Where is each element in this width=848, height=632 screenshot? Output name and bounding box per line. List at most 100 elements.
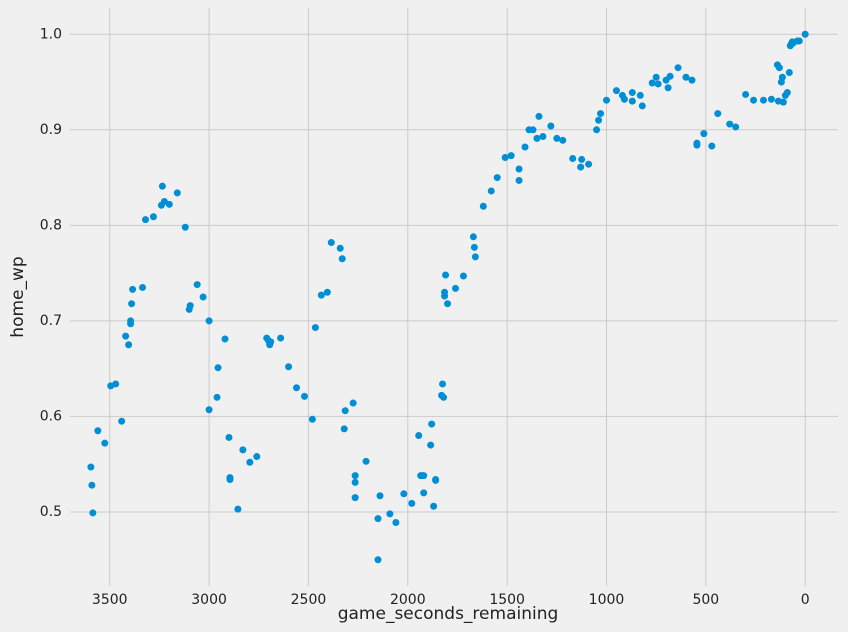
- point: [214, 364, 222, 372]
- point: [638, 102, 646, 110]
- point: [376, 492, 384, 500]
- point: [444, 300, 452, 308]
- point: [553, 134, 561, 142]
- point: [205, 406, 213, 414]
- point: [186, 302, 194, 310]
- point: [593, 126, 601, 134]
- point: [493, 174, 501, 182]
- point: [338, 255, 346, 263]
- point: [700, 130, 708, 138]
- point: [628, 89, 636, 97]
- point: [349, 399, 357, 407]
- point: [674, 64, 682, 72]
- point: [578, 155, 586, 163]
- point: [341, 407, 349, 415]
- point: [158, 182, 166, 190]
- point: [408, 499, 416, 507]
- point: [742, 90, 750, 98]
- point: [693, 139, 701, 147]
- point: [351, 478, 359, 486]
- y-tick-label: 0.5: [40, 504, 62, 520]
- point: [442, 271, 450, 279]
- point: [795, 37, 803, 45]
- point: [620, 95, 628, 103]
- point: [139, 283, 147, 291]
- point: [225, 433, 233, 441]
- point: [128, 300, 136, 308]
- point: [714, 110, 722, 118]
- point: [362, 457, 370, 465]
- point: [779, 98, 787, 106]
- point: [439, 380, 447, 388]
- point: [648, 79, 656, 87]
- point: [732, 123, 740, 131]
- point: [293, 384, 301, 392]
- point: [327, 239, 335, 247]
- point: [515, 176, 523, 184]
- point: [440, 393, 448, 401]
- point: [470, 243, 478, 251]
- point: [654, 80, 662, 88]
- point: [420, 489, 428, 497]
- point: [471, 253, 479, 261]
- point: [451, 284, 459, 292]
- point: [750, 96, 758, 104]
- point: [173, 189, 181, 197]
- point: [213, 393, 221, 401]
- point: [597, 110, 605, 118]
- point: [149, 213, 157, 221]
- point: [507, 152, 515, 160]
- point: [142, 216, 150, 224]
- point: [374, 515, 382, 523]
- point: [285, 363, 293, 371]
- point: [193, 281, 201, 289]
- point: [577, 163, 585, 171]
- point: [469, 233, 477, 241]
- point: [775, 64, 783, 72]
- point: [267, 338, 275, 346]
- point: [427, 441, 435, 449]
- point: [205, 317, 213, 325]
- point: [246, 458, 254, 466]
- point: [430, 502, 438, 510]
- y-tick-label: 1.0: [40, 26, 62, 42]
- point: [726, 120, 734, 128]
- point: [569, 154, 577, 162]
- point: [88, 481, 96, 489]
- point: [636, 91, 644, 99]
- point: [127, 320, 135, 328]
- point: [533, 134, 541, 142]
- point: [392, 518, 400, 526]
- point: [487, 187, 495, 195]
- point: [181, 223, 189, 231]
- y-tick-label: 0.9: [40, 122, 62, 138]
- point: [300, 392, 308, 400]
- point: [94, 427, 102, 435]
- point: [479, 202, 487, 210]
- point: [585, 160, 593, 168]
- point: [317, 291, 325, 299]
- point: [628, 97, 636, 105]
- point: [612, 87, 620, 95]
- point: [101, 439, 109, 447]
- x-tick-label: 1000: [589, 592, 625, 608]
- point: [515, 165, 523, 173]
- point: [547, 122, 555, 130]
- point: [165, 200, 173, 208]
- point: [441, 292, 449, 300]
- point: [89, 509, 97, 517]
- x-tick-label: 3500: [92, 592, 128, 608]
- point: [415, 432, 423, 440]
- point: [759, 96, 767, 104]
- y-tick-label: 0.8: [40, 217, 62, 233]
- point: [239, 446, 247, 454]
- point: [323, 288, 331, 296]
- point: [708, 142, 716, 150]
- point: [308, 415, 316, 423]
- point: [652, 73, 660, 81]
- point: [221, 335, 229, 343]
- point: [226, 474, 234, 482]
- point: [199, 293, 207, 301]
